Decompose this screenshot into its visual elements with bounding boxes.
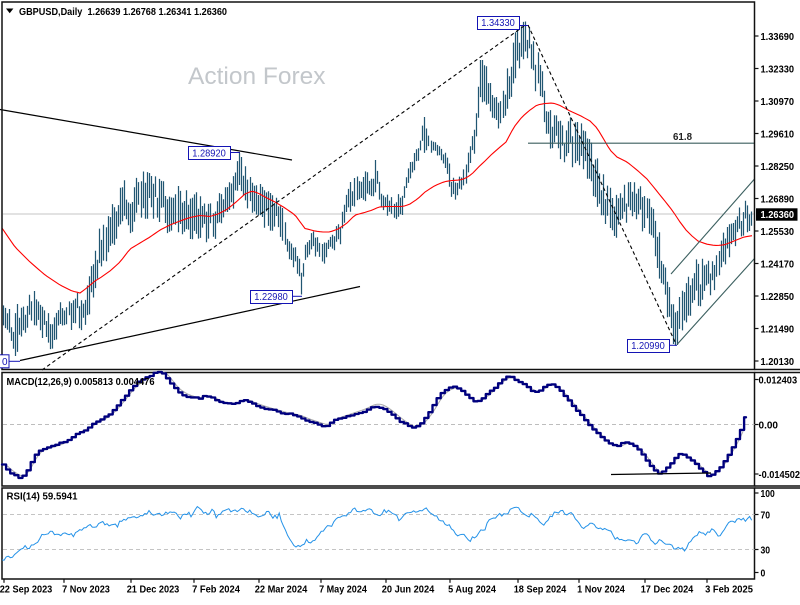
svg-text:1.24170: 1.24170 (761, 258, 795, 270)
svg-text:0.00: 0.00 (759, 419, 779, 431)
svg-text:5 Aug 2024: 5 Aug 2024 (448, 584, 496, 596)
svg-text:1.20990: 1.20990 (631, 340, 665, 352)
svg-text:7 May 2024: 7 May 2024 (319, 584, 367, 596)
svg-text:7 Nov 2023: 7 Nov 2023 (62, 584, 110, 596)
svg-text:1.22980: 1.22980 (254, 291, 288, 303)
svg-text:1 Nov 2024: 1 Nov 2024 (577, 584, 625, 596)
svg-text:1.34330: 1.34330 (481, 17, 515, 29)
svg-text:1.32330: 1.32330 (761, 63, 795, 75)
svg-text:1.29610: 1.29610 (761, 128, 795, 140)
svg-text:70: 70 (761, 509, 771, 521)
svg-text:1.26360: 1.26360 (761, 209, 795, 221)
svg-text:1.22850: 1.22850 (761, 291, 795, 303)
svg-text:1.28250: 1.28250 (761, 161, 795, 173)
svg-text:22 Mar 2024: 22 Mar 2024 (255, 584, 308, 596)
svg-text:GBPUSD,Daily 1.26639 1.26768: GBPUSD,Daily 1.26639 1.26768 1.26341 1.2… (19, 6, 227, 18)
svg-text:1.28920: 1.28920 (192, 147, 226, 159)
svg-text:Action Forex: Action Forex (188, 63, 326, 90)
svg-text:1.30970: 1.30970 (761, 96, 795, 108)
svg-text:3 Feb 2025: 3 Feb 2025 (705, 584, 753, 596)
svg-text:30: 30 (761, 544, 771, 556)
svg-text:7 Feb 2024: 7 Feb 2024 (192, 584, 240, 596)
svg-text:17 Dec 2024: 17 Dec 2024 (641, 584, 694, 596)
svg-text:21 Dec 2023: 21 Dec 2023 (127, 584, 180, 596)
svg-text:1.25530: 1.25530 (761, 226, 795, 238)
svg-text:0.012403: 0.012403 (759, 374, 798, 386)
svg-text:-0.014502: -0.014502 (759, 469, 800, 481)
svg-text:22 Sep 2023: 22 Sep 2023 (0, 584, 52, 596)
svg-text:100: 100 (761, 488, 775, 500)
svg-text:MACD(12,26,9) 0.005813 0.00447: MACD(12,26,9) 0.005813 0.004476 (7, 376, 155, 388)
svg-text:1.33690: 1.33690 (761, 31, 795, 43)
svg-text:0: 0 (2, 357, 8, 368)
svg-text:18 Sep 2024: 18 Sep 2024 (514, 584, 567, 596)
svg-text:1.21490: 1.21490 (761, 323, 795, 335)
svg-text:1.20130: 1.20130 (761, 356, 795, 368)
svg-text:RSI(14) 59.5941: RSI(14) 59.5941 (7, 491, 78, 503)
svg-text:61.8: 61.8 (673, 132, 692, 143)
svg-text:20 Jun 2024: 20 Jun 2024 (382, 584, 435, 596)
svg-text:0: 0 (761, 567, 766, 579)
svg-text:1.26890: 1.26890 (761, 193, 795, 205)
